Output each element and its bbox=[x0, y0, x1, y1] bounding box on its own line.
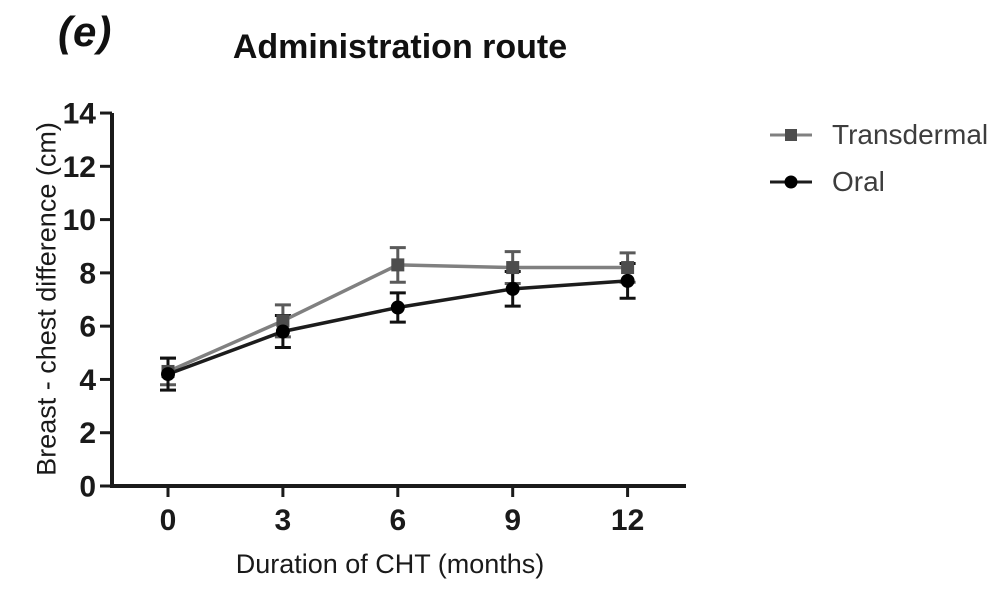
marker-oral bbox=[620, 273, 635, 288]
marker-oral bbox=[505, 281, 520, 296]
marker-transdermal bbox=[506, 261, 520, 275]
marker-oral bbox=[275, 324, 290, 339]
x-tick-label: 0 bbox=[160, 504, 177, 537]
x-tick-label: 3 bbox=[275, 504, 292, 537]
panel-label: (e) bbox=[58, 8, 113, 55]
x-tick-label: 9 bbox=[504, 504, 521, 537]
x-tick-label: 6 bbox=[389, 504, 406, 537]
square-marker-icon bbox=[770, 128, 812, 141]
chart-title: Administration route bbox=[232, 28, 568, 66]
marker-oral bbox=[161, 367, 175, 382]
y-tick-label: 0 bbox=[79, 471, 96, 504]
marker-oral bbox=[390, 300, 405, 315]
marker-transdermal bbox=[276, 314, 290, 328]
circle-marker-icon bbox=[770, 175, 812, 188]
y-tick-label: 10 bbox=[63, 204, 96, 237]
x-tick-label: 12 bbox=[611, 504, 644, 537]
y-tick-label: 2 bbox=[79, 417, 96, 450]
legend-label-transdermal: Transdermal bbox=[832, 118, 989, 150]
x-axis-title: Duration of CHT (months) bbox=[235, 549, 545, 579]
y-tick-label: 12 bbox=[63, 151, 96, 184]
y-tick-label: 6 bbox=[79, 311, 96, 344]
y-tick-label: 4 bbox=[79, 364, 96, 397]
marker-transdermal bbox=[621, 261, 635, 275]
legend: Transdermal Oral bbox=[769, 118, 988, 198]
legend-item-oral: Oral bbox=[769, 165, 988, 198]
legend-item-transdermal: Transdermal bbox=[769, 118, 988, 151]
marker-transdermal bbox=[391, 258, 405, 272]
y-tick-label: 8 bbox=[79, 257, 96, 290]
y-tick-label: 14 bbox=[63, 98, 97, 131]
legend-label-oral: Oral bbox=[832, 165, 885, 197]
